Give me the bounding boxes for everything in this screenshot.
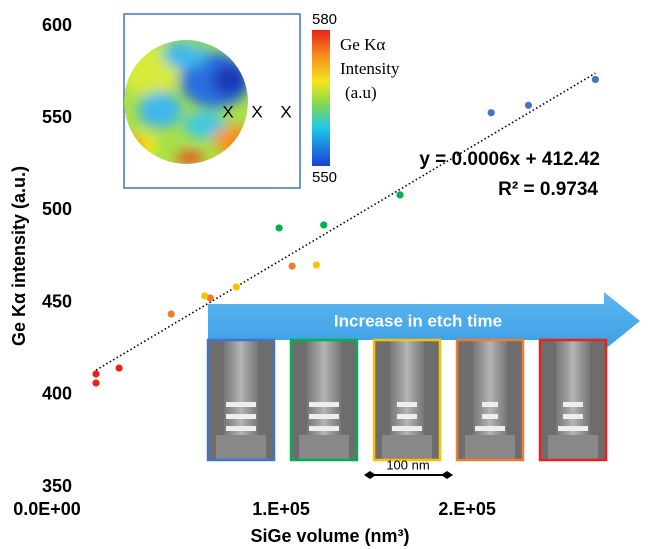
tem-base	[216, 435, 266, 460]
arrow-label: Increase in etch time	[334, 311, 502, 330]
y-tick-label: 600	[42, 15, 72, 35]
tem-layer	[563, 402, 583, 407]
tem-image	[291, 340, 357, 460]
tem-base	[299, 435, 349, 460]
x-tick-label: 0.0E+00	[13, 499, 81, 519]
point	[313, 261, 320, 268]
tem-layer	[226, 414, 256, 419]
x-axis-title: SiGe volume (nm³)	[250, 526, 409, 546]
y-tick-label: 400	[42, 384, 72, 404]
tem-layer	[309, 414, 339, 419]
point	[201, 292, 208, 299]
tem-layer	[558, 426, 588, 431]
tem-image	[457, 340, 523, 460]
y-tick-label: 350	[42, 476, 72, 496]
point	[233, 283, 240, 290]
point	[592, 76, 599, 83]
trend-r2: R² = 0.9734	[498, 179, 598, 200]
y-tick-label: 450	[42, 291, 72, 311]
tem-layer	[475, 426, 505, 431]
tem-image	[374, 340, 440, 460]
point	[525, 102, 532, 109]
tem-layer	[226, 402, 256, 407]
point	[115, 364, 122, 371]
tem-base	[465, 435, 515, 460]
colorbar-tick: 580	[312, 11, 337, 28]
etch-series: Increase in etch time 100 nm	[208, 292, 640, 479]
point	[92, 379, 99, 386]
colorbar-label: (a.u)	[345, 83, 377, 102]
wafer-mark: X	[280, 102, 291, 121]
x-tick-label: 2.E+05	[438, 499, 496, 519]
y-axis-title: Ge Kα intensity (a.u.)	[9, 166, 29, 346]
x-tick-label: 1.E+05	[252, 499, 310, 519]
point	[275, 224, 282, 231]
tem-layer	[309, 402, 339, 407]
colorbar-label: Intensity	[340, 59, 400, 78]
tem-layer	[397, 402, 417, 407]
wafer-mark: X	[251, 102, 262, 121]
tem-layer	[309, 426, 339, 431]
y-tick-label: 500	[42, 199, 72, 219]
plot-area: 350 400 450 500 550 600 0.0E+00 1.E+05 2.E+05 SiG…	[9, 15, 599, 546]
point	[168, 310, 175, 317]
colorbar	[312, 30, 330, 166]
tem-layer	[226, 426, 256, 431]
scale-bar-label: 100 nm	[386, 457, 429, 472]
colorbar-label: Ge Kα	[340, 35, 385, 54]
point	[396, 191, 403, 198]
colorbar-tick: 550	[312, 169, 337, 186]
tem-layer	[482, 402, 498, 407]
y-tick-label: 550	[42, 107, 72, 127]
trend-equation: y = 0.0006x + 412.42	[419, 149, 600, 170]
wafer-mark: X	[222, 102, 233, 121]
chart: 350 400 450 500 550 600 0.0E+00 1.E+05 2.E+05 SiG…	[0, 0, 660, 549]
tem-image	[540, 340, 606, 460]
point	[289, 262, 296, 269]
point	[320, 221, 327, 228]
tem-layer	[482, 414, 498, 419]
tem-layer	[563, 414, 583, 419]
tem-image	[208, 340, 274, 460]
tem-base	[382, 435, 432, 460]
point	[92, 370, 99, 377]
tem-layer	[392, 426, 422, 431]
tem-base	[548, 435, 598, 460]
tem-layer	[397, 414, 417, 419]
point	[488, 109, 495, 116]
